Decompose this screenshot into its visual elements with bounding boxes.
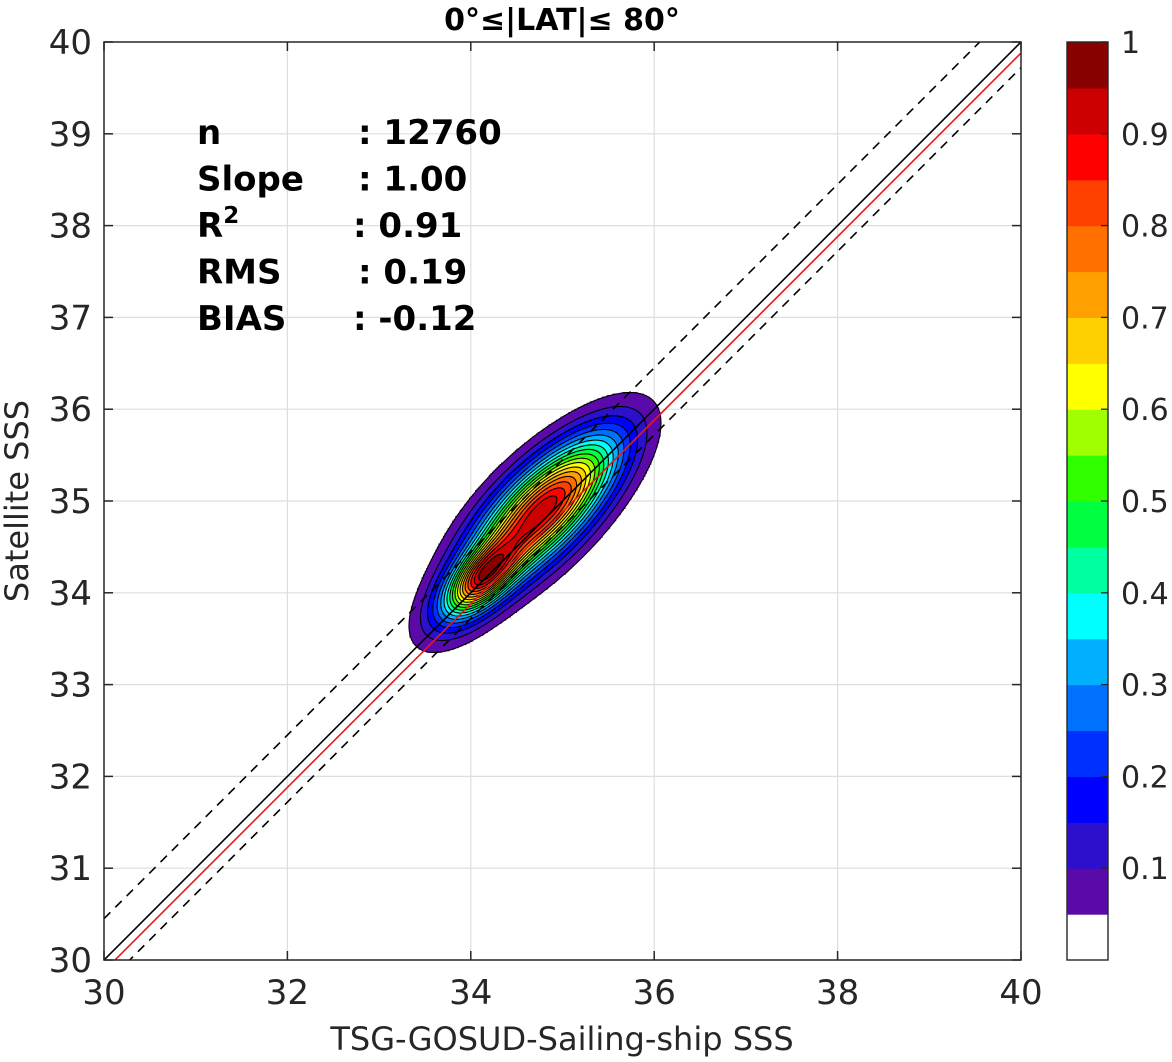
plot-frame <box>103 41 1022 961</box>
contour-line <box>432 422 631 629</box>
colorbar-segment <box>1067 87 1108 135</box>
colorbar-segment <box>1067 363 1108 410</box>
colorbar-segment <box>1067 179 1108 227</box>
colorbar-segment <box>1067 546 1108 594</box>
stat-value: : 1.00 <box>358 160 467 200</box>
colorbar <box>1066 41 1109 961</box>
colorbar-segment <box>1067 822 1108 869</box>
colorbar-segment <box>1067 776 1108 823</box>
stat-value: : 12760 <box>358 113 502 153</box>
stat-label: RMS <box>197 253 282 293</box>
stat-value: : 0.91 <box>353 206 462 246</box>
bias-fit-line <box>113 52 1021 960</box>
colorbar-tick-label: 0.5 <box>1121 485 1169 520</box>
colorbar-tick-label: 0.6 <box>1121 393 1169 428</box>
lower-bound-line <box>128 67 1021 960</box>
colorbar-segment <box>1067 868 1108 915</box>
x-tick-label: 40 <box>999 973 1042 1013</box>
contour-line <box>443 439 614 617</box>
colorbar-tick-label: 0.2 <box>1121 760 1169 795</box>
reference-lines <box>104 42 1021 960</box>
colorbar-tick-label: 0.3 <box>1121 669 1169 704</box>
contour-line <box>473 495 558 586</box>
stat-label: n <box>197 113 221 153</box>
colorbar-tick-label: 0.7 <box>1121 301 1169 336</box>
colorbar-segment <box>1067 133 1108 181</box>
x-tick-label: 36 <box>633 973 676 1013</box>
y-tick-label: 36 <box>49 390 92 430</box>
colorbar-segment <box>1067 225 1108 273</box>
y-tick-labels: 30 31 32 33 34 35 36 37 38 39 40 <box>49 23 92 981</box>
colorbar-tick-label: 0.1 <box>1121 852 1169 887</box>
colorbar-segment <box>1067 730 1108 777</box>
x-tick-label: 30 <box>82 973 125 1013</box>
y-tick-label: 38 <box>49 207 92 247</box>
x-tick-label: 38 <box>816 973 859 1013</box>
y-tick-label: 33 <box>49 666 92 706</box>
y-tick-label: 34 <box>49 574 92 614</box>
colorbar-segment <box>1067 592 1108 640</box>
colorbar-segment <box>1067 501 1108 548</box>
x-axis-label: TSG-GOSUD-Sailing-ship SSS <box>329 1020 793 1058</box>
colorbar-segment <box>1067 455 1108 502</box>
y-tick-label: 30 <box>49 941 92 981</box>
y-tick-label: 35 <box>49 482 92 522</box>
stat-superscript: 2 <box>223 203 239 229</box>
colorbar-segment <box>1067 638 1108 686</box>
stat-label: Slope <box>197 160 304 200</box>
stat-value: : -0.12 <box>353 299 476 339</box>
colorbar-tick-labels: 0.1 0.2 0.3 0.4 0.5 0.6 0.7 0.8 0.9 1 <box>1121 26 1169 887</box>
stat-label: BIAS <box>197 299 286 339</box>
contour-line <box>446 444 609 614</box>
x-tick-labels: 30 32 34 36 38 40 <box>82 973 1042 1013</box>
contour-line <box>478 553 505 582</box>
x-tick-label: 34 <box>449 973 492 1013</box>
colorbar-segment <box>1067 271 1108 318</box>
colorbar-tick-label: 0.9 <box>1121 118 1169 153</box>
y-tick-label: 40 <box>49 23 92 63</box>
chart-title: 0°≤|LAT|≤ 80° <box>444 3 680 38</box>
one-to-one-line <box>104 42 1021 960</box>
colorbar-segment <box>1067 42 1108 89</box>
y-axis-label: Satellite SSS <box>0 400 36 602</box>
stat-value: : 0.19 <box>358 253 467 293</box>
colorbar-tick-label: 0.4 <box>1121 577 1169 612</box>
density-contours <box>408 391 662 653</box>
contour-line <box>457 462 592 603</box>
contour-line <box>419 405 648 642</box>
colorbar-segment <box>1067 317 1108 364</box>
contour-line <box>440 434 619 620</box>
y-tick-label: 39 <box>49 115 92 155</box>
colorbar-segment <box>1067 409 1108 456</box>
y-tick-label: 31 <box>49 849 92 889</box>
y-tick-label: 32 <box>49 757 92 797</box>
contour-line <box>436 428 625 624</box>
colorbar-tick-label: 0.8 <box>1121 210 1169 245</box>
colorbar-segment <box>1067 684 1108 732</box>
upper-bound-line <box>104 42 981 920</box>
colorbar-segment <box>1067 914 1108 961</box>
x-tick-label: 32 <box>266 973 309 1013</box>
grid <box>104 42 1021 960</box>
colorbar-tick-label: 1 <box>1121 26 1140 61</box>
y-tick-label: 37 <box>49 298 92 338</box>
